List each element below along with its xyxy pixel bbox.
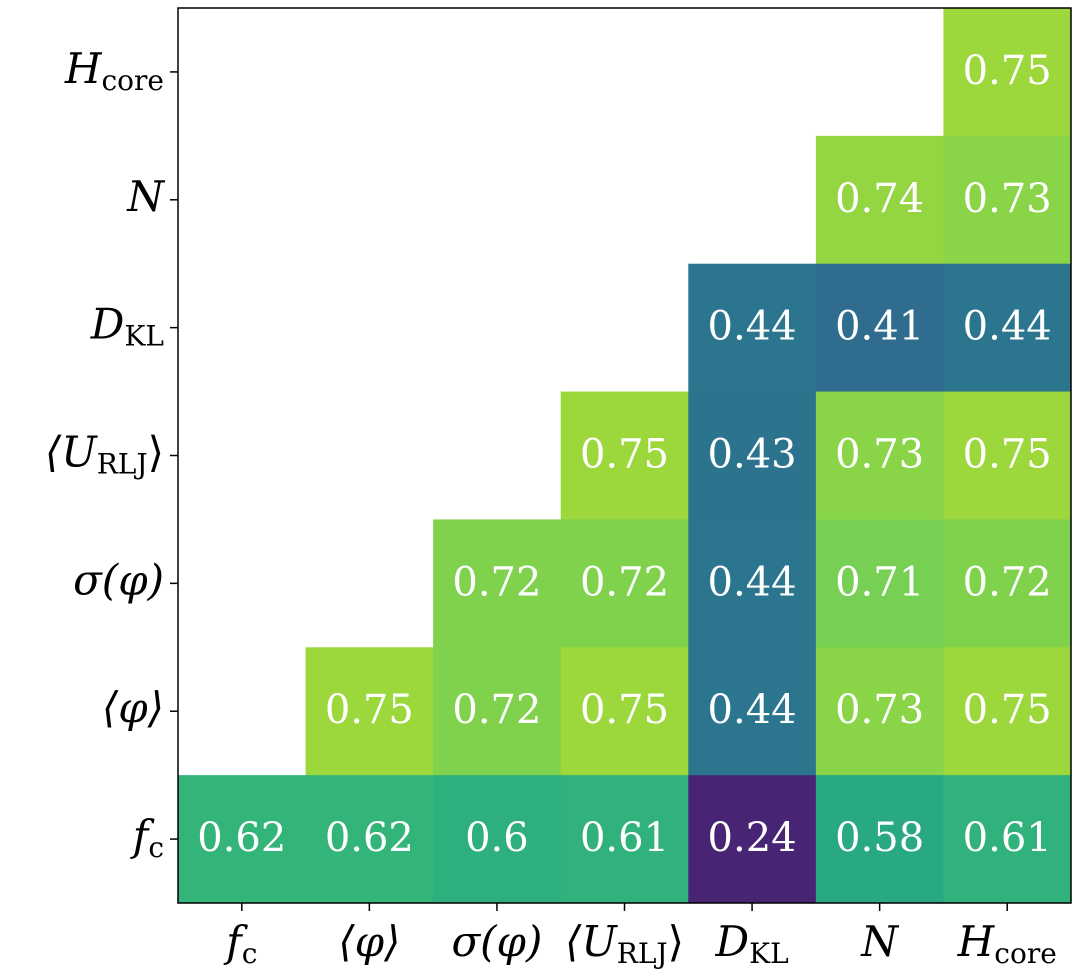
tick-label: ⟨URLJ⟩	[45, 428, 164, 481]
tick-label: ⟨URLJ⟩	[565, 917, 684, 970]
tick-label-part: ⟨U	[565, 917, 618, 966]
heatmap-cell	[943, 391, 1072, 520]
tick-label-part: H	[957, 917, 996, 966]
cell-label: 0.61	[580, 815, 669, 861]
tick-label: fc	[223, 917, 257, 970]
heatmap-cell	[815, 391, 944, 520]
cell-label: 0.62	[325, 815, 414, 861]
heatmap-cell	[178, 775, 307, 904]
cell-label: 0.71	[835, 559, 924, 605]
tick-label: N	[126, 172, 165, 221]
tick-label-part: KL	[124, 319, 164, 352]
cell-label: 0.62	[197, 815, 286, 861]
heatmap-cell	[560, 519, 689, 648]
tick-label-part: c	[148, 831, 164, 864]
tick-label: DKL	[714, 917, 788, 970]
heatmap-cell	[688, 647, 817, 776]
cell-label: 0.73	[835, 687, 924, 733]
cell-label: 0.6	[465, 815, 529, 861]
heatmap-cell	[433, 519, 562, 648]
cell-label: 0.72	[963, 559, 1052, 605]
tick-label-part: ⟨U	[45, 428, 98, 477]
tick-label: ⟨φ⟩	[102, 683, 164, 732]
heatmap-cell	[943, 775, 1072, 904]
tick-label: σ(φ)	[73, 555, 164, 604]
cell-label: 0.72	[452, 687, 541, 733]
cell-label: 0.43	[708, 432, 797, 478]
cell-label: 0.44	[708, 304, 797, 350]
tick-label-part: RLJ	[617, 937, 668, 970]
cell-label: 0.73	[835, 432, 924, 478]
heatmap-cell	[815, 647, 944, 776]
heatmap-cell	[688, 775, 817, 904]
heatmap-cell	[815, 519, 944, 648]
heatmap-cell	[560, 647, 689, 776]
heatmap-cell	[815, 775, 944, 904]
heatmap-cell	[305, 775, 434, 904]
tick-label-part: H	[64, 44, 103, 93]
tick-label-part: ⟩	[668, 917, 684, 966]
heatmap-cell	[943, 519, 1072, 648]
tick-label-part: σ(φ)	[73, 555, 164, 604]
cell-label: 0.75	[580, 687, 669, 733]
cell-label: 0.61	[963, 815, 1052, 861]
tick-label: fc	[130, 811, 164, 864]
heatmap-cell	[305, 647, 434, 776]
heatmap-cell	[560, 775, 689, 904]
tick-label: DKL	[90, 300, 164, 353]
tick-label-part: D	[90, 300, 125, 349]
cell-label: 0.58	[835, 815, 924, 861]
cell-label: 0.44	[708, 687, 797, 733]
heatmap-cell	[433, 775, 562, 904]
heatmap-cell	[943, 263, 1072, 393]
tick-label-part: D	[714, 917, 749, 966]
cell-label: 0.44	[708, 559, 797, 605]
tick-label: σ(φ)	[451, 917, 542, 966]
cell-label: 0.24	[708, 815, 797, 861]
tick-label: N	[860, 917, 899, 966]
cell-label: 0.72	[452, 559, 541, 605]
tick-label-part: ⟩	[148, 428, 164, 477]
tick-label: Hcore	[957, 917, 1057, 970]
heatmap-cell	[688, 519, 817, 648]
cell-label: 0.72	[580, 559, 669, 605]
heatmap-cell	[943, 8, 1072, 137]
tick-label-part: RLJ	[97, 447, 148, 480]
cell-label: 0.73	[963, 176, 1052, 222]
tick-label-part: N	[860, 917, 899, 966]
heatmap-cell	[943, 647, 1072, 776]
cell-label: 0.44	[963, 304, 1052, 350]
cell-label: 0.74	[835, 176, 924, 222]
tick-label-part: core	[102, 63, 165, 96]
cell-label: 0.75	[963, 432, 1052, 478]
tick-label-part: c	[242, 937, 258, 970]
heatmap-cell	[815, 263, 944, 393]
heatmap-cell	[433, 647, 562, 776]
tick-label: ⟨φ⟩	[338, 917, 400, 966]
heatmap-cell	[688, 263, 817, 393]
tick-label-part: ⟨φ⟩	[338, 917, 400, 966]
tick-label-part: ⟨φ⟩	[102, 683, 164, 732]
tick-label: Hcore	[64, 44, 164, 97]
tick-label-part: σ(φ)	[451, 917, 542, 966]
tick-label-part: core	[994, 937, 1057, 970]
cell-label: 0.75	[325, 687, 414, 733]
tick-label-part: N	[126, 172, 165, 221]
heatmap-cell	[560, 391, 689, 520]
tick-label-part: KL	[749, 937, 789, 970]
heatmap-cell	[688, 391, 817, 520]
cell-label: 0.75	[963, 687, 1052, 733]
cell-label: 0.41	[835, 304, 924, 350]
cell-label: 0.75	[963, 48, 1052, 94]
cell-label: 0.75	[580, 432, 669, 478]
heatmap-cell	[815, 135, 944, 265]
heatmap-cell	[943, 135, 1072, 265]
